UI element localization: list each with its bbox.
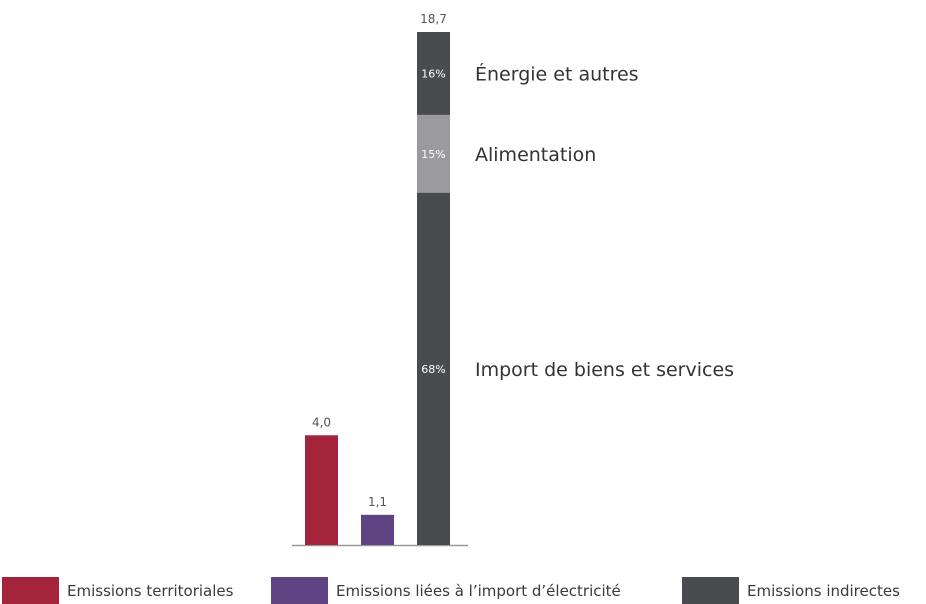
- legend-swatch-indirectes: [682, 577, 739, 604]
- labels-layer: 4,0 1,1 68% Import de biens et services 15% A…: [312, 12, 734, 509]
- legend-swatch-territoriales: [2, 577, 59, 604]
- bar-value-label: 1,1: [368, 495, 387, 509]
- bar-segment-import-de-biens-et-services: [417, 192, 450, 546]
- segment-percent-label: 68%: [421, 363, 445, 376]
- legend-label-indirectes: Emissions indirectes: [747, 581, 900, 600]
- bar-1: [361, 514, 394, 545]
- bar-value-label: 4,0: [312, 415, 331, 429]
- bar-value-label: 18,7: [420, 12, 447, 26]
- segment-name-label: Alimentation: [475, 144, 596, 166]
- legend-item-indirectes: Emissions indirectes: [682, 577, 900, 604]
- segment-name-label: Import de biens et services: [475, 359, 734, 381]
- legend-label-import-electricite: Emissions liées à l’import d’électricité: [336, 581, 621, 600]
- legend-label-territoriales: Emissions territoriales: [67, 581, 234, 600]
- segment-percent-label: 15%: [421, 148, 445, 161]
- bars-layer: [305, 32, 450, 546]
- legend-item-territoriales: Emissions territoriales: [2, 577, 233, 604]
- segment-name-label: Énergie et autres: [475, 62, 639, 85]
- legend-item-import-electricite: Emissions liées à l’import d’électricité: [271, 577, 621, 604]
- bar-segment-energie-et-autres: [417, 32, 450, 115]
- bar-0: [305, 435, 338, 545]
- bar-segment-alimentation: [417, 114, 450, 193]
- chart-legend: Emissions territoriales Emissions liées …: [0, 577, 926, 604]
- legend-swatch-import-electricite: [271, 577, 328, 604]
- segment-percent-label: 16%: [421, 67, 445, 80]
